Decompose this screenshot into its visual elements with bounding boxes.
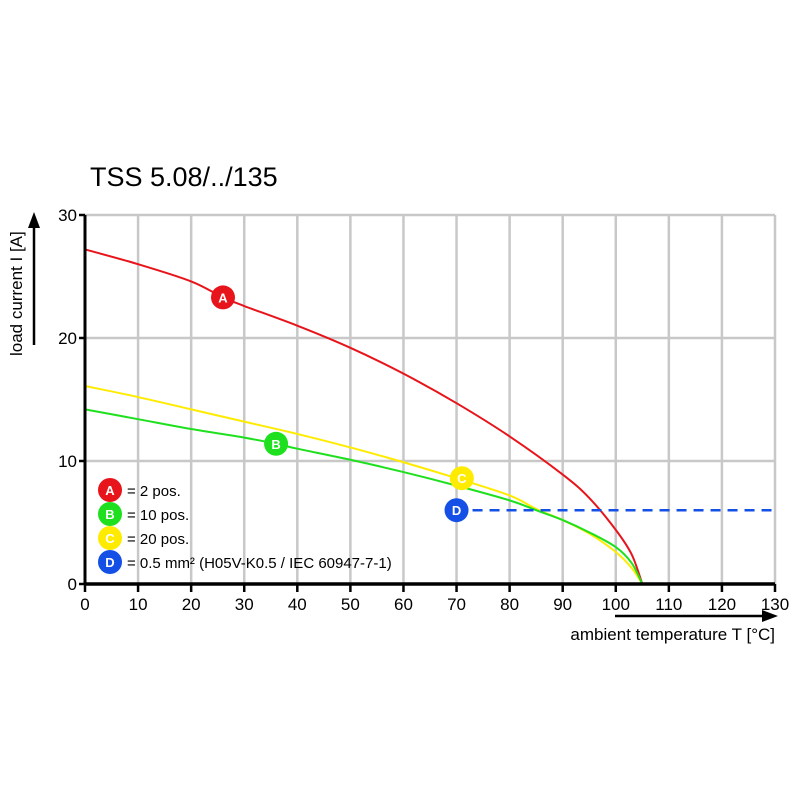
legend-C-circle <box>98 526 122 550</box>
marker-C-letter: C <box>457 471 467 486</box>
x-tick-label: 100 <box>602 595 630 614</box>
axes: 0 10 20 30 40 50 60 70 80 90 100 110 120 130 0 10 20 30 <box>58 206 789 614</box>
x-tick-label: 20 <box>182 595 201 614</box>
legend-B-letter: B <box>105 507 114 522</box>
y-tick-label: 0 <box>68 575 77 594</box>
y-tick-label: 30 <box>58 206 77 225</box>
x-tick-label: 110 <box>655 595 682 614</box>
y-tick-label: 20 <box>58 329 77 348</box>
x-tick-label: 0 <box>80 595 89 614</box>
x-tick-label: 80 <box>500 595 519 614</box>
chart-title: TSS 5.08/../135 <box>90 162 278 192</box>
series-line-B <box>84 408 644 585</box>
grid <box>85 213 777 584</box>
marker-D-letter: D <box>452 503 461 518</box>
x-tick-label: 50 <box>341 595 360 614</box>
x-tick-label: 10 <box>129 595 148 614</box>
legend-A-letter: A <box>105 483 115 498</box>
legend-D-letter: D <box>105 555 114 570</box>
series-line-A <box>84 248 644 585</box>
marker-A-circle <box>211 285 235 310</box>
x-tick-label: 60 <box>394 595 413 614</box>
x-tick-label: 130 <box>761 595 789 614</box>
legend-A-circle <box>98 478 122 502</box>
legend: A = 2 pos. B = 10 pos. C = 20 pos. D = 0.5 mm² … <box>98 478 392 574</box>
x-tick-label: 90 <box>553 595 572 614</box>
markers: A C B D <box>211 285 474 523</box>
x-axis-label: ambient temperature T [°C] <box>570 625 775 644</box>
legend-label-B: = 10 pos. <box>127 507 189 524</box>
marker-B-letter: B <box>271 437 280 452</box>
marker-B-circle <box>264 431 289 456</box>
legend-B-circle <box>98 502 122 526</box>
marker-D-circle <box>444 498 469 523</box>
y-tick-label: 10 <box>58 452 77 471</box>
legend-C-letter: C <box>105 531 115 546</box>
y-axis-arrowhead <box>28 212 40 228</box>
marker-C-circle <box>449 466 474 491</box>
legend-D-circle <box>98 550 122 574</box>
x-tick-label: 120 <box>708 595 736 614</box>
x-tick-label: 70 <box>447 595 466 614</box>
x-axis-arrowhead <box>762 610 778 622</box>
x-tick-label: 30 <box>235 595 254 614</box>
legend-label-C: = 20 pos. <box>127 531 189 548</box>
x-tick-label: 40 <box>288 595 307 614</box>
y-axis-label: load current I [A] <box>7 231 26 356</box>
marker-A-letter: A <box>218 290 228 305</box>
legend-label-A: = 2 pos. <box>127 483 181 500</box>
legend-label-D: = 0.5 mm² (H05V-K0.5 / IEC 60947-7-1) <box>127 555 392 572</box>
